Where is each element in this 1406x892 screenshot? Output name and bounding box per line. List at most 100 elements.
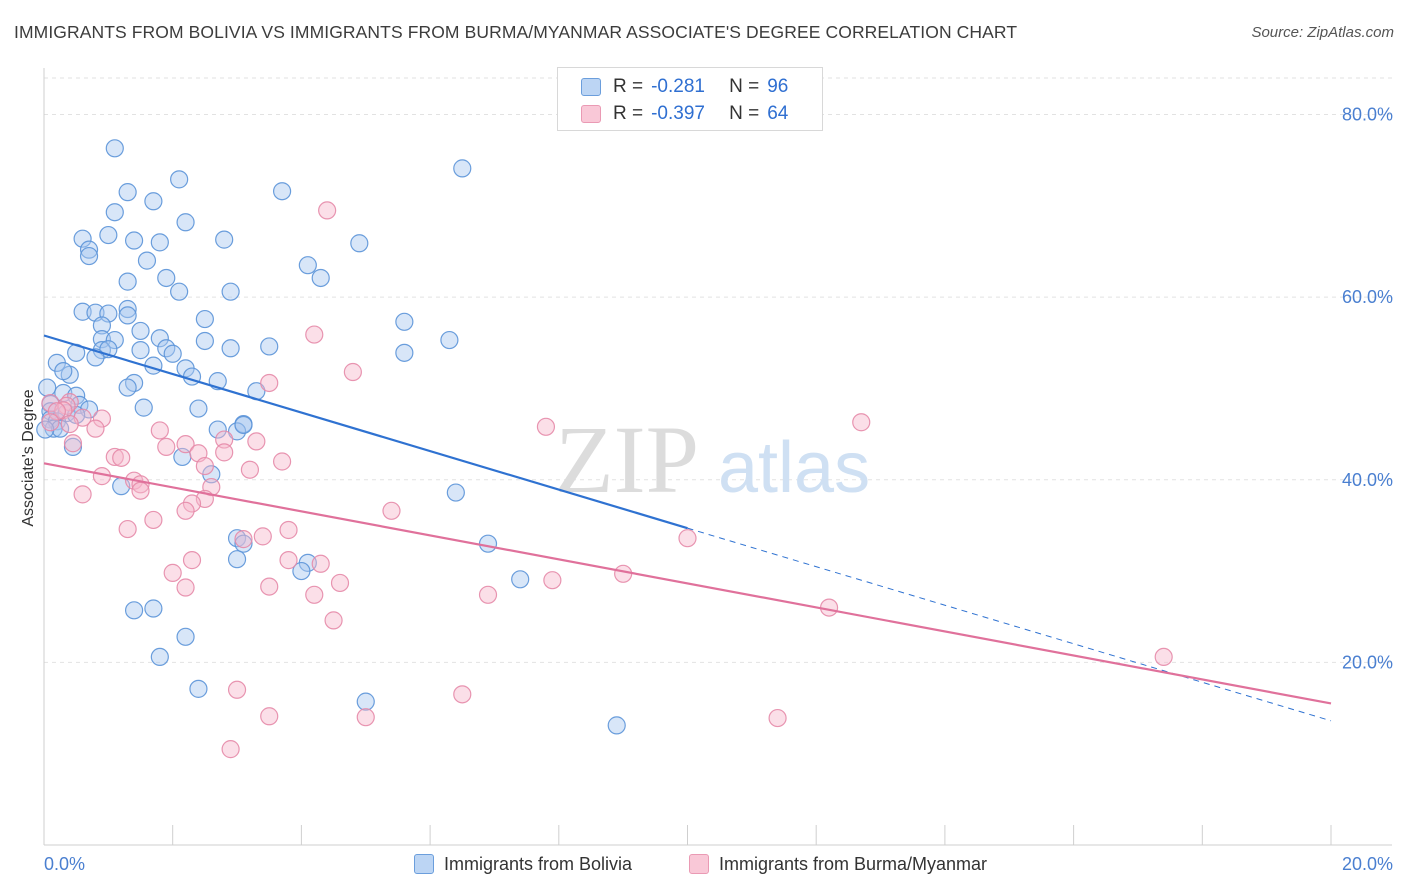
burma-point <box>47 402 66 421</box>
legend-row-bolivia: R = -0.281 N = 96 <box>558 74 788 100</box>
bolivia-point <box>50 419 70 438</box>
burma-point <box>131 481 150 500</box>
bolivia-point <box>150 647 169 667</box>
burma-point <box>318 201 337 220</box>
bolivia-point <box>124 601 144 620</box>
bolivia-point <box>170 282 189 301</box>
burma-point <box>92 409 112 428</box>
legend-n-label: N = <box>729 103 760 124</box>
burma-point <box>163 563 182 582</box>
burma-point <box>118 519 137 539</box>
burma-point <box>356 708 375 727</box>
bolivia-point <box>176 213 195 232</box>
bolivia-point <box>440 330 459 350</box>
legend-r-value-burma: -0.397 <box>651 103 705 124</box>
grid-lines <box>44 77 1392 663</box>
legend-r-value-bolivia: -0.281 <box>651 76 705 97</box>
burma-point <box>73 485 92 504</box>
burma-point <box>60 414 79 434</box>
watermark: ZIP atlas <box>555 406 870 513</box>
legend-row-burma: R = -0.397 N = 64 <box>558 101 788 127</box>
bolivia-point <box>446 483 465 502</box>
trend-lines <box>43 334 1332 722</box>
bolivia-point <box>118 299 137 319</box>
y-tick-label: 60.0% <box>1342 287 1393 307</box>
burma-point <box>221 740 240 759</box>
bottom-legend-bolivia: Immigrants from Bolivia <box>414 851 632 877</box>
burma-point <box>330 573 350 593</box>
bolivia-point <box>395 343 414 362</box>
bolivia-point <box>292 561 311 581</box>
bolivia-point <box>176 627 195 646</box>
y-tick-label: 80.0% <box>1342 105 1393 125</box>
series-bolivia-points <box>36 139 626 735</box>
bolivia-point <box>144 599 163 618</box>
legend-swatch-bolivia <box>581 78 601 96</box>
chart-title: IMMIGRANTS FROM BOLIVIA VS IMMIGRANTS FR… <box>14 22 1018 42</box>
burma-point <box>86 419 105 438</box>
burma-point <box>343 362 362 382</box>
bolivia-point <box>221 339 240 358</box>
bolivia-point <box>105 330 124 350</box>
bolivia-point <box>105 139 124 158</box>
source-label: Source: ZipAtlas.com <box>1251 24 1394 41</box>
bolivia-point <box>234 415 253 435</box>
stats-legend: R = -0.281 N = 96 R = -0.397 N = 64 <box>557 67 823 131</box>
burma-point <box>63 434 83 453</box>
bolivia-point <box>311 268 330 288</box>
bolivia-point <box>453 159 472 178</box>
burma-point <box>41 413 60 432</box>
bolivia-point <box>272 182 292 201</box>
bolivia-point <box>73 302 92 321</box>
bolivia-point <box>260 337 279 356</box>
burma-point <box>536 417 556 436</box>
burma-point <box>614 564 633 583</box>
bolivia-point <box>79 240 99 259</box>
burma-point <box>852 413 871 432</box>
bolivia-point <box>208 420 227 439</box>
tick-labels: 20.0% 40.0% 60.0% 80.0% 0.0% 20.0% <box>44 105 1393 874</box>
burma-point <box>215 430 234 449</box>
trend-line-burma <box>43 462 1332 705</box>
x-tick-label: 20.0% <box>1342 854 1393 874</box>
burma-point <box>260 707 279 726</box>
burma-point <box>176 578 195 597</box>
burma-point <box>260 373 279 393</box>
y-axis-label: Associate's Degree <box>20 389 37 526</box>
bolivia-point <box>150 329 169 348</box>
legend-r-label: R = <box>613 76 644 97</box>
legend-n-value-bolivia: 96 <box>767 76 789 97</box>
bolivia-point <box>356 692 375 711</box>
axes <box>43 68 1392 846</box>
bolivia-point <box>195 331 214 351</box>
bolivia-point <box>124 231 144 250</box>
bolivia-point <box>118 183 137 202</box>
burma-point <box>176 435 195 454</box>
series-burma-points <box>41 201 1173 759</box>
bolivia-point <box>511 570 530 589</box>
burma-point <box>227 680 247 699</box>
bolivia-point <box>118 272 137 291</box>
burma-point <box>311 554 330 573</box>
bolivia-point <box>607 716 626 735</box>
burma-point <box>157 437 176 456</box>
burma-point <box>1154 647 1173 667</box>
x-tick-label: 0.0% <box>44 854 85 874</box>
burma-point <box>247 432 266 451</box>
bolivia-point <box>478 534 498 553</box>
bolivia-point <box>298 256 317 275</box>
bottom-legend-swatch-burma <box>689 854 709 874</box>
burma-point <box>768 708 787 728</box>
burma-point <box>253 527 272 546</box>
bolivia-point <box>99 225 118 245</box>
burma-point <box>182 494 202 513</box>
burma-point <box>453 685 472 704</box>
watermark-atlas: atlas <box>718 428 870 508</box>
burma-point <box>305 585 324 604</box>
legend-n-value-burma: 64 <box>767 103 789 124</box>
bottom-legend-burma: Immigrants from Burma/Myanmar <box>689 851 987 877</box>
burma-point <box>305 325 324 344</box>
bolivia-point <box>215 230 234 249</box>
bolivia-point <box>105 203 124 222</box>
bolivia-point <box>227 550 247 569</box>
